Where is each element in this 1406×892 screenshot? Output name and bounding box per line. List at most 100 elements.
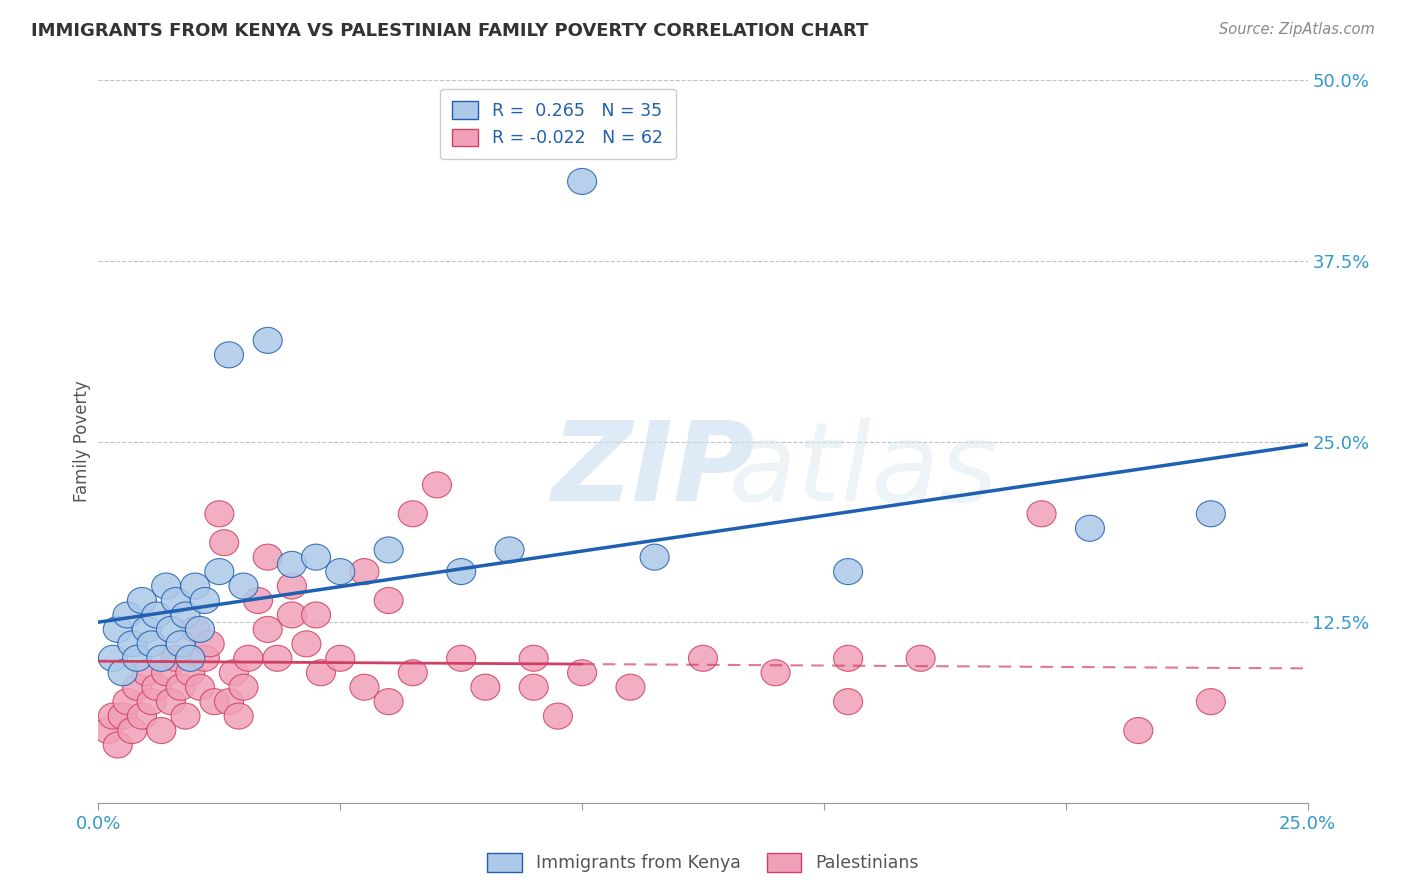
Ellipse shape: [277, 551, 307, 577]
Ellipse shape: [122, 674, 152, 700]
Ellipse shape: [229, 573, 259, 599]
Ellipse shape: [263, 645, 292, 672]
Ellipse shape: [103, 732, 132, 758]
Ellipse shape: [689, 645, 717, 672]
Text: Source: ZipAtlas.com: Source: ZipAtlas.com: [1219, 22, 1375, 37]
Ellipse shape: [195, 631, 224, 657]
Ellipse shape: [1026, 500, 1056, 527]
Ellipse shape: [253, 327, 283, 353]
Ellipse shape: [447, 645, 475, 672]
Ellipse shape: [229, 674, 259, 700]
Ellipse shape: [543, 703, 572, 729]
Ellipse shape: [374, 537, 404, 563]
Ellipse shape: [156, 616, 186, 642]
Ellipse shape: [108, 703, 138, 729]
Ellipse shape: [253, 616, 283, 642]
Ellipse shape: [834, 689, 863, 714]
Ellipse shape: [398, 500, 427, 527]
Legend: R =  0.265   N = 35, R = -0.022   N = 62: R = 0.265 N = 35, R = -0.022 N = 62: [440, 89, 675, 160]
Ellipse shape: [326, 645, 354, 672]
Ellipse shape: [834, 558, 863, 584]
Ellipse shape: [172, 602, 200, 628]
Ellipse shape: [128, 588, 156, 614]
Ellipse shape: [128, 703, 156, 729]
Ellipse shape: [243, 588, 273, 614]
Ellipse shape: [277, 602, 307, 628]
Legend: Immigrants from Kenya, Palestinians: Immigrants from Kenya, Palestinians: [481, 846, 925, 879]
Ellipse shape: [471, 674, 501, 700]
Text: ZIP: ZIP: [551, 417, 755, 524]
Ellipse shape: [1197, 500, 1226, 527]
Ellipse shape: [205, 558, 233, 584]
Ellipse shape: [118, 631, 146, 657]
Ellipse shape: [215, 689, 243, 714]
Ellipse shape: [166, 674, 195, 700]
Ellipse shape: [519, 645, 548, 672]
Ellipse shape: [162, 645, 190, 672]
Ellipse shape: [152, 660, 180, 686]
Ellipse shape: [422, 472, 451, 498]
Ellipse shape: [205, 500, 233, 527]
Ellipse shape: [180, 573, 209, 599]
Ellipse shape: [350, 558, 380, 584]
Text: IMMIGRANTS FROM KENYA VS PALESTINIAN FAMILY POVERTY CORRELATION CHART: IMMIGRANTS FROM KENYA VS PALESTINIAN FAM…: [31, 22, 869, 40]
Ellipse shape: [162, 588, 190, 614]
Ellipse shape: [326, 558, 354, 584]
Ellipse shape: [640, 544, 669, 570]
Ellipse shape: [156, 689, 186, 714]
Ellipse shape: [186, 616, 215, 642]
Ellipse shape: [905, 645, 935, 672]
Ellipse shape: [374, 689, 404, 714]
Ellipse shape: [112, 689, 142, 714]
Ellipse shape: [374, 588, 404, 614]
Ellipse shape: [103, 616, 132, 642]
Ellipse shape: [146, 717, 176, 744]
Ellipse shape: [142, 674, 172, 700]
Ellipse shape: [118, 717, 146, 744]
Ellipse shape: [142, 602, 172, 628]
Ellipse shape: [122, 645, 152, 672]
Ellipse shape: [98, 703, 128, 729]
Ellipse shape: [190, 588, 219, 614]
Ellipse shape: [350, 674, 380, 700]
Ellipse shape: [447, 558, 475, 584]
Ellipse shape: [180, 616, 209, 642]
Ellipse shape: [1197, 689, 1226, 714]
Ellipse shape: [132, 660, 162, 686]
Ellipse shape: [301, 602, 330, 628]
Ellipse shape: [172, 703, 200, 729]
Ellipse shape: [209, 530, 239, 556]
Ellipse shape: [200, 689, 229, 714]
Ellipse shape: [176, 660, 205, 686]
Ellipse shape: [568, 169, 596, 194]
Ellipse shape: [519, 674, 548, 700]
Ellipse shape: [108, 660, 138, 686]
Ellipse shape: [568, 660, 596, 686]
Y-axis label: Family Poverty: Family Poverty: [73, 381, 91, 502]
Ellipse shape: [146, 645, 176, 672]
Ellipse shape: [219, 660, 249, 686]
Ellipse shape: [616, 674, 645, 700]
Ellipse shape: [495, 537, 524, 563]
Text: atlas: atlas: [551, 417, 997, 524]
Ellipse shape: [233, 645, 263, 672]
Ellipse shape: [277, 573, 307, 599]
Ellipse shape: [190, 645, 219, 672]
Ellipse shape: [186, 674, 215, 700]
Ellipse shape: [138, 631, 166, 657]
Ellipse shape: [94, 717, 122, 744]
Ellipse shape: [253, 544, 283, 570]
Ellipse shape: [98, 645, 128, 672]
Ellipse shape: [112, 602, 142, 628]
Ellipse shape: [224, 703, 253, 729]
Ellipse shape: [166, 631, 195, 657]
Ellipse shape: [834, 645, 863, 672]
Ellipse shape: [176, 645, 205, 672]
Ellipse shape: [1076, 516, 1105, 541]
Ellipse shape: [398, 660, 427, 686]
Ellipse shape: [152, 573, 180, 599]
Ellipse shape: [307, 660, 336, 686]
Ellipse shape: [132, 616, 162, 642]
Ellipse shape: [215, 342, 243, 368]
Ellipse shape: [761, 660, 790, 686]
